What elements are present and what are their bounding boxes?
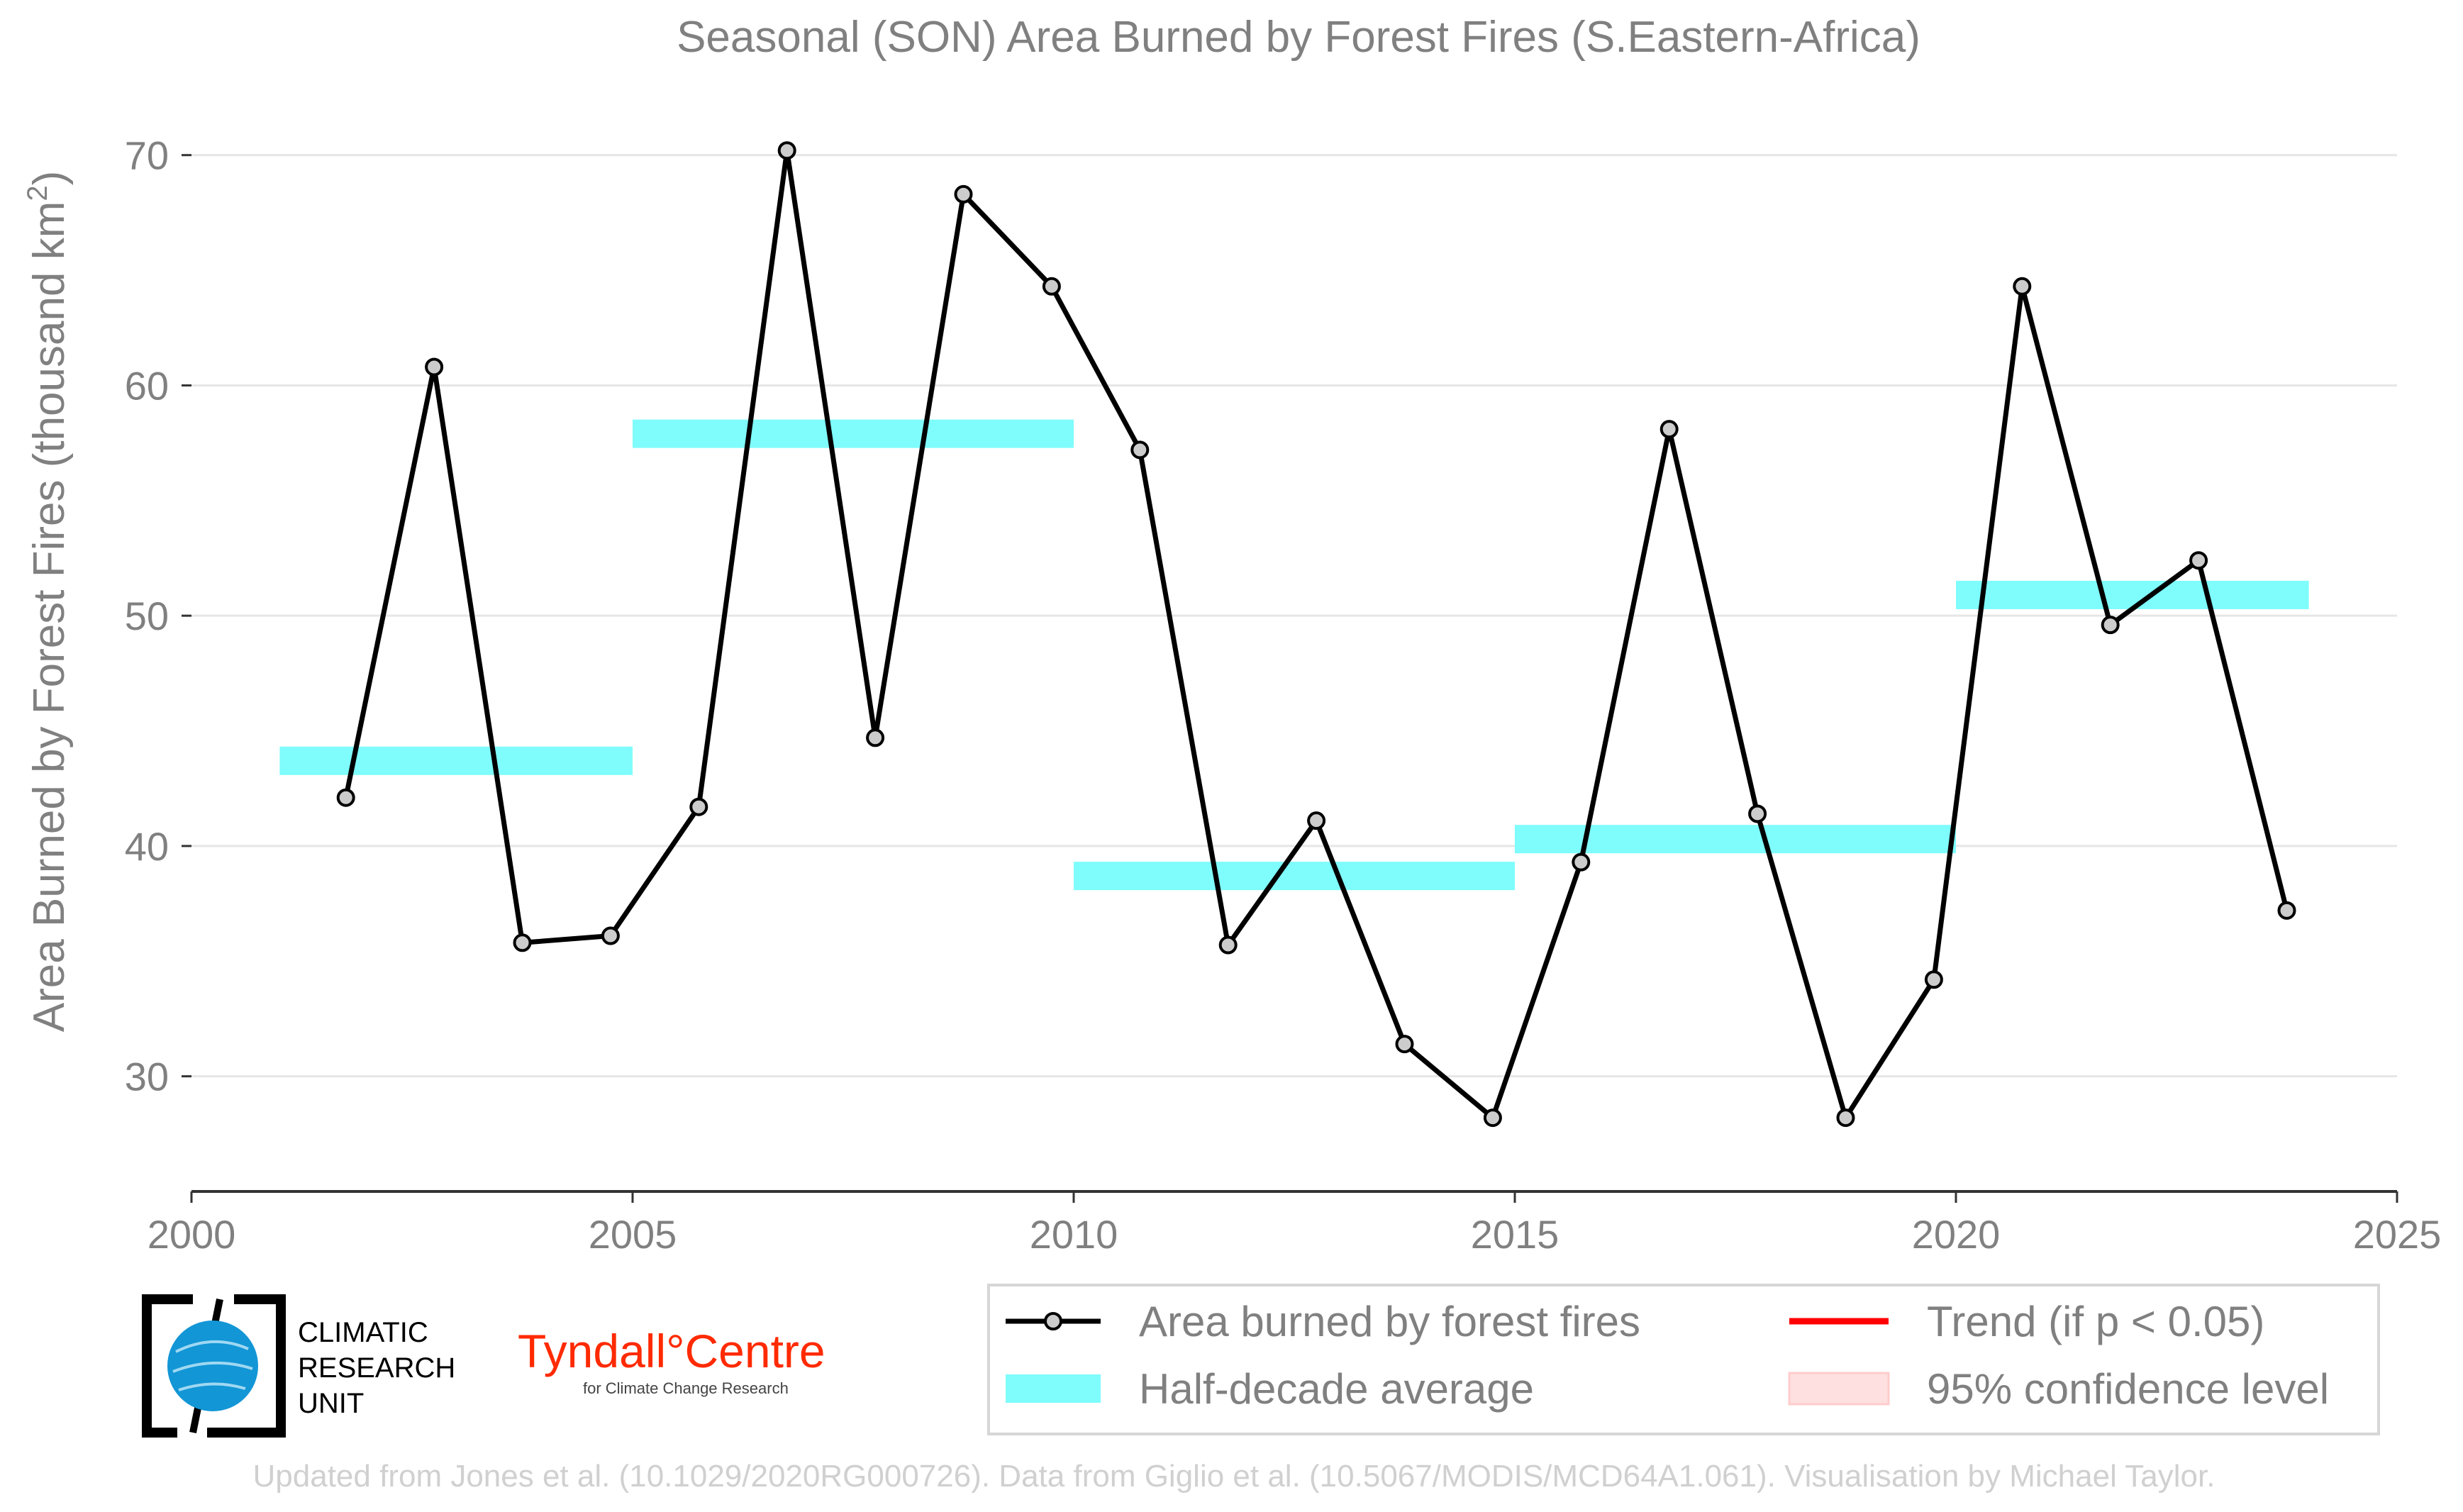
y-tick-label-30: 30: [125, 1055, 169, 1099]
series-line-1: [343, 148, 2289, 1121]
cru-name-line3: UNIT: [298, 1388, 364, 1419]
data-point-14: [1483, 1108, 1502, 1128]
legend-label-area-burned: Area burned by forest fires: [1139, 1298, 1640, 1345]
y-tick-label-50: 50: [125, 594, 169, 638]
half-decade-bands: [279, 419, 2309, 891]
tyndall-subtitle: for Climate Change Research: [583, 1379, 789, 1397]
data-point-21: [2101, 616, 2120, 635]
data-point-1: [336, 788, 355, 807]
data-point-19: [1924, 970, 1943, 989]
legend-entry-half-decade: Half-decade average: [1006, 1365, 1534, 1413]
data-point-8: [954, 184, 973, 204]
y-axis-label: Area Burned by Forest Fires (thousand km…: [22, 171, 74, 1033]
data-point-18: [1836, 1108, 1855, 1128]
legend-label-confidence: 95% confidence level: [1927, 1365, 2329, 1413]
x-tick-label-2015: 2015: [1471, 1212, 1559, 1257]
data-point-16: [1659, 420, 1679, 439]
data-point-6: [777, 141, 796, 160]
x-tick-label-2005: 2005: [589, 1212, 677, 1257]
half-decade-band-2: [633, 419, 1074, 448]
data-point-17: [1748, 804, 1767, 823]
y-axis-label-main: Area Burned by Forest Fires (thousand km: [25, 201, 74, 1033]
y-axis-label-superscript: 2: [22, 185, 53, 201]
data-point-20: [2013, 277, 2032, 296]
data-point-15: [1572, 852, 1591, 872]
y-tick-label-40: 40: [125, 824, 169, 869]
data-point-23: [2277, 901, 2296, 920]
x-tick-label-2025: 2025: [2353, 1212, 2442, 1257]
cru-name-line2: RESEARCH: [298, 1352, 455, 1384]
y-tick-label-60: 60: [125, 363, 169, 408]
legend: Area burned by forest fires Trend (if p …: [987, 1284, 2380, 1435]
x-tick-label-2010: 2010: [1030, 1212, 1118, 1257]
data-point-5: [689, 797, 708, 816]
half-decade-band-1: [279, 746, 633, 775]
cru-logo-bracket-right: [207, 1294, 286, 1438]
data-point-10: [1130, 440, 1150, 460]
data-series: [336, 141, 2296, 1128]
legend-frame: [987, 1284, 2380, 1435]
legend-label-half-decade: Half-decade average: [1139, 1365, 1534, 1413]
data-point-4: [601, 926, 620, 945]
legend-entry-confidence: 95% confidence level: [1788, 1365, 2329, 1413]
legend-label-trend: Trend (if p < 0.05): [1927, 1298, 2264, 1345]
cru-logo-bracket-left: [142, 1294, 193, 1438]
half-decade-band-5: [1956, 580, 2309, 609]
half-decade-band-4: [1515, 825, 1956, 854]
tyndall-logo: Tyndall°Centre for Climate Change Resear…: [518, 1325, 825, 1397]
cru-name-line1: CLIMATIC: [298, 1317, 428, 1348]
y-axis-ticks: 30 40 50 60 70: [125, 133, 191, 1099]
data-point-3: [513, 933, 532, 952]
data-point-9: [1042, 277, 1061, 296]
data-point-22: [2189, 551, 2208, 570]
data-point-12: [1307, 811, 1326, 830]
data-point-2: [425, 357, 444, 377]
x-axis: 2000 2005 2010 2015 2020 2025: [148, 1190, 2442, 1257]
data-point-11: [1218, 935, 1238, 955]
cru-logo: CLIMATIC RESEARCH UNIT: [142, 1294, 455, 1438]
data-point-7: [866, 728, 885, 747]
y-tick-label-70: 70: [125, 133, 169, 178]
half-decade-band-3: [1074, 862, 1515, 891]
footer-credit: Updated from Jones et al. (10.1029/2020R…: [253, 1459, 2215, 1494]
x-tick-label-2020: 2020: [1912, 1212, 2001, 1257]
chart-title: Seasonal (SON) Area Burned by Forest Fir…: [677, 13, 1920, 62]
y-axis-label-close: ): [25, 171, 74, 186]
x-tick-label-2000: 2000: [148, 1212, 236, 1257]
legend-entry-trend: Trend (if p < 0.05): [1789, 1298, 2264, 1345]
tyndall-name: Tyndall°Centre: [518, 1325, 825, 1377]
legend-entry-area-burned: Area burned by forest fires: [1006, 1298, 1640, 1345]
data-point-13: [1395, 1035, 1414, 1054]
gridlines: [191, 154, 2397, 1078]
